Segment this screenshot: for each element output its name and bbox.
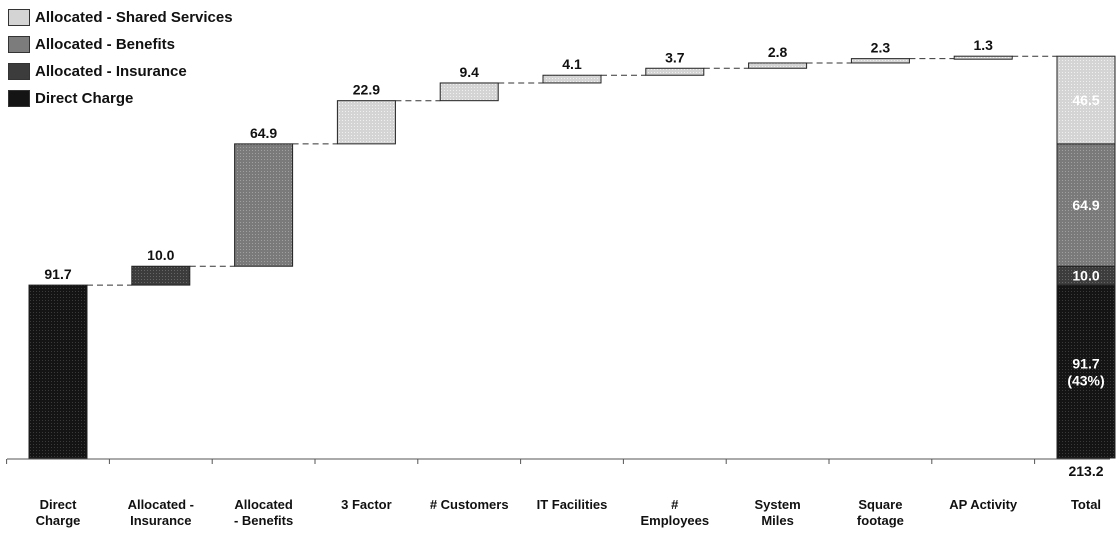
- value-label-5: 4.1: [562, 56, 582, 72]
- value-labels: 91.7 10.0 64.9 22.9 9.4 4.1 3.7 2.8 2.3 1.3 91.7 (4…: [44, 37, 1104, 479]
- category-label-7: System Miles: [754, 497, 800, 528]
- value-label-7: 2.8: [768, 44, 788, 60]
- category-label-10: Total: [1071, 497, 1101, 512]
- bar-6: [645, 67, 705, 76]
- category-label-5: IT Facilities: [537, 497, 608, 512]
- total-segment-label-3: 46.5: [1072, 92, 1099, 108]
- legend-swatch: [8, 9, 30, 26]
- legend-swatch: [8, 63, 30, 80]
- category-label-4: # Customers: [430, 497, 509, 512]
- legend: Allocated - Shared Services Allocated - B…: [8, 4, 233, 112]
- legend-item-3: Direct Charge: [8, 85, 233, 112]
- category-label-9: AP Activity: [949, 497, 1018, 512]
- value-label-6: 3.7: [665, 49, 685, 65]
- total-segment-0: [1056, 284, 1116, 459]
- bar-7: [748, 62, 808, 69]
- bar-0: [28, 284, 88, 459]
- value-label-8: 2.3: [871, 40, 891, 56]
- category-label-6: # Employees: [640, 497, 709, 528]
- value-label-1: 10.0: [147, 247, 174, 263]
- value-label-10: 213.2: [1068, 463, 1103, 479]
- bar-3: [336, 100, 396, 145]
- bar-1: [131, 265, 191, 286]
- bar-9: [953, 55, 1013, 60]
- category-label-3: 3 Factor: [341, 497, 392, 512]
- bar-5: [542, 74, 602, 84]
- value-label-4: 9.4: [459, 64, 479, 80]
- legend-label: Allocated - Benefits: [35, 36, 176, 53]
- bars: [28, 55, 1116, 459]
- category-label-8: Square footage: [857, 497, 904, 528]
- value-label-0: 91.7: [44, 266, 71, 282]
- legend-item-2: Allocated - Insurance: [8, 58, 233, 85]
- value-label-9: 1.3: [973, 37, 993, 53]
- legend-item-0: Allocated - Shared Services: [8, 4, 233, 31]
- connector-lines: [87, 55, 1057, 286]
- value-label-3: 22.9: [353, 82, 380, 98]
- legend-swatch: [8, 90, 30, 107]
- category-label-1: Allocated -Insurance: [128, 497, 194, 528]
- bar-4: [439, 82, 499, 102]
- category-labels: Direct Charge Allocated -Insurance Allocate…: [36, 497, 1101, 528]
- total-segment-label-0: 91.7 (43%): [1067, 356, 1104, 389]
- legend-swatch: [8, 36, 30, 53]
- total-segment-label-1: 10.0: [1072, 268, 1099, 284]
- total-segment-2: [1056, 143, 1116, 267]
- bar-2: [234, 143, 294, 267]
- legend-item-1: Allocated - Benefits: [8, 31, 233, 58]
- legend-label: Direct Charge: [35, 90, 134, 107]
- legend-label: Allocated - Insurance: [35, 63, 187, 80]
- total-segment-label-2: 64.9: [1072, 197, 1099, 213]
- legend-label: Allocated - Shared Services: [35, 9, 233, 26]
- total-segment-3: [1056, 55, 1116, 145]
- category-label-0: Direct Charge: [36, 497, 81, 528]
- category-label-2: Allocated - Benefits: [234, 497, 293, 528]
- bar-8: [850, 58, 910, 64]
- x-axis: [6, 458, 1110, 464]
- value-label-2: 64.9: [250, 125, 277, 141]
